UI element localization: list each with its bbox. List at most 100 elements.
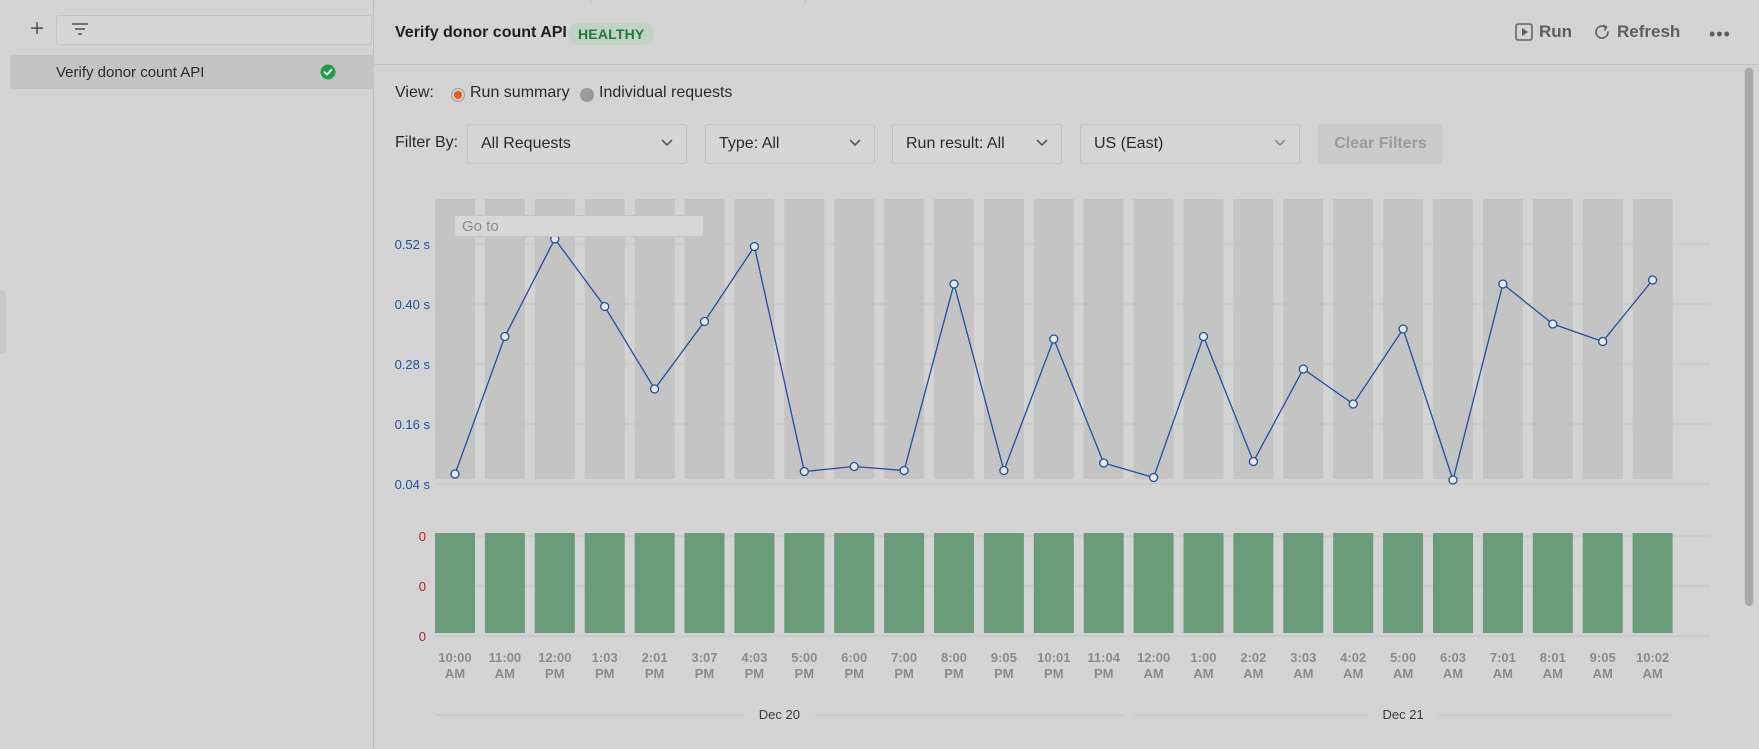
- data-point[interactable]: [1548, 319, 1558, 329]
- add-button[interactable]: +: [24, 16, 50, 42]
- panel-resize-handle[interactable]: [0, 290, 6, 354]
- data-point[interactable]: [799, 466, 809, 477]
- x-tick-period: PM: [894, 666, 914, 681]
- run-result-dropdown[interactable]: Run result: All: [892, 124, 1062, 164]
- success-bar[interactable]: [484, 533, 525, 633]
- success-bar[interactable]: [1582, 533, 1623, 633]
- data-point[interactable]: [1398, 324, 1408, 334]
- sidebar-item-verify-donor-count-api[interactable]: Verify donor count API: [10, 55, 373, 89]
- data-point[interactable]: [849, 461, 859, 472]
- run-column[interactable]: [784, 199, 825, 479]
- data-point[interactable]: [649, 384, 660, 394]
- run-summary-radio[interactable]: [451, 88, 465, 102]
- run-column[interactable]: [1333, 199, 1374, 479]
- data-point[interactable]: [949, 279, 959, 289]
- success-bar[interactable]: [1083, 533, 1124, 633]
- data-point[interactable]: [1448, 475, 1458, 485]
- run-column[interactable]: [684, 199, 725, 479]
- clear-filters-button[interactable]: Clear Filters: [1318, 124, 1443, 164]
- requests-dropdown[interactable]: All Requests: [467, 124, 687, 164]
- x-tick-time: 12:00: [538, 650, 571, 665]
- run-column[interactable]: [884, 199, 925, 479]
- data-point[interactable]: [1498, 279, 1508, 289]
- success-bar[interactable]: [1183, 533, 1224, 633]
- success-bar[interactable]: [1033, 533, 1074, 633]
- data-point[interactable]: [1198, 331, 1209, 342]
- data-point[interactable]: [1348, 399, 1358, 409]
- success-bar[interactable]: [684, 533, 725, 633]
- scrollbar-thumb[interactable]: [1745, 68, 1753, 606]
- run-column[interactable]: [1083, 199, 1124, 479]
- x-tick-period: PM: [695, 666, 715, 681]
- success-bar[interactable]: [1433, 533, 1473, 633]
- individual-requests-radio[interactable]: [580, 88, 594, 102]
- data-point[interactable]: [1148, 472, 1159, 483]
- success-bar[interactable]: [634, 533, 675, 633]
- success-bar[interactable]: [934, 533, 974, 633]
- data-point[interactable]: [600, 301, 610, 312]
- success-bar[interactable]: [1383, 533, 1424, 633]
- individual-requests-label[interactable]: Individual requests: [599, 84, 733, 101]
- run-column[interactable]: [1433, 199, 1473, 479]
- data-point[interactable]: [1598, 336, 1608, 347]
- data-point[interactable]: [749, 241, 760, 252]
- plus-icon: +: [29, 15, 44, 42]
- success-bar[interactable]: [834, 533, 875, 633]
- y-tick-label: 0.16 s: [395, 417, 431, 432]
- run-column[interactable]: [1283, 199, 1324, 479]
- run-column[interactable]: [1233, 199, 1274, 479]
- success-bar[interactable]: [1233, 533, 1274, 633]
- run-column[interactable]: [1133, 199, 1174, 479]
- success-bar[interactable]: [584, 533, 625, 633]
- success-bar[interactable]: [435, 533, 475, 633]
- run-column[interactable]: [983, 199, 1024, 479]
- data-point[interactable]: [1049, 334, 1059, 344]
- run-summary-chart: 0.52 s0.40 s0.28 s0.16 s0.04 s00010:00AM…: [395, 199, 1710, 722]
- run-column[interactable]: [1383, 199, 1424, 479]
- data-point[interactable]: [899, 465, 909, 476]
- data-point[interactable]: [1248, 456, 1259, 467]
- x-tick-time: 7:00: [891, 650, 917, 665]
- run-column[interactable]: [1532, 199, 1573, 479]
- data-point[interactable]: [699, 316, 710, 327]
- data-point[interactable]: [450, 469, 460, 479]
- data-point[interactable]: [1647, 275, 1658, 285]
- sidebar-toolbar: +: [10, 0, 373, 55]
- data-point[interactable]: [999, 465, 1009, 476]
- success-bar[interactable]: [1133, 533, 1174, 633]
- x-tick-time: 9:05: [1590, 650, 1616, 665]
- run-result-dropdown-value: Run result: All: [906, 135, 1005, 152]
- run-column[interactable]: [584, 199, 625, 479]
- success-bar[interactable]: [983, 533, 1024, 633]
- run-column[interactable]: [734, 199, 775, 479]
- run-button[interactable]: Run: [1515, 22, 1572, 42]
- run-column[interactable]: [1632, 199, 1673, 479]
- sidebar: + Verify donor count API: [10, 0, 374, 749]
- success-bar[interactable]: [1632, 533, 1673, 633]
- success-bar[interactable]: [784, 533, 825, 633]
- data-point[interactable]: [1298, 364, 1308, 374]
- success-bar[interactable]: [884, 533, 925, 633]
- sidebar-filter-input[interactable]: [56, 15, 372, 45]
- run-column[interactable]: [834, 199, 875, 479]
- success-bar[interactable]: [734, 533, 775, 633]
- x-tick-period: PM: [645, 666, 665, 681]
- run-column[interactable]: [435, 199, 475, 479]
- success-bar[interactable]: [534, 533, 575, 633]
- run-column[interactable]: [934, 199, 974, 479]
- success-bar[interactable]: [1333, 533, 1374, 633]
- region-dropdown[interactable]: US (East): [1080, 124, 1300, 164]
- success-bar[interactable]: [1532, 533, 1573, 633]
- success-bar[interactable]: [1482, 533, 1523, 633]
- success-bar[interactable]: [1283, 533, 1324, 633]
- refresh-button[interactable]: Refresh: [1593, 22, 1680, 42]
- run-column[interactable]: [534, 199, 575, 479]
- x-tick-period: PM: [1094, 666, 1114, 681]
- type-dropdown[interactable]: Type: All: [705, 124, 875, 164]
- run-summary-label[interactable]: Run summary: [470, 84, 570, 101]
- run-column[interactable]: [634, 199, 675, 479]
- goto-input[interactable]: Go to: [454, 215, 704, 237]
- data-point[interactable]: [1099, 458, 1109, 468]
- data-point[interactable]: [500, 331, 510, 342]
- more-options-icon[interactable]: •••: [1709, 24, 1731, 44]
